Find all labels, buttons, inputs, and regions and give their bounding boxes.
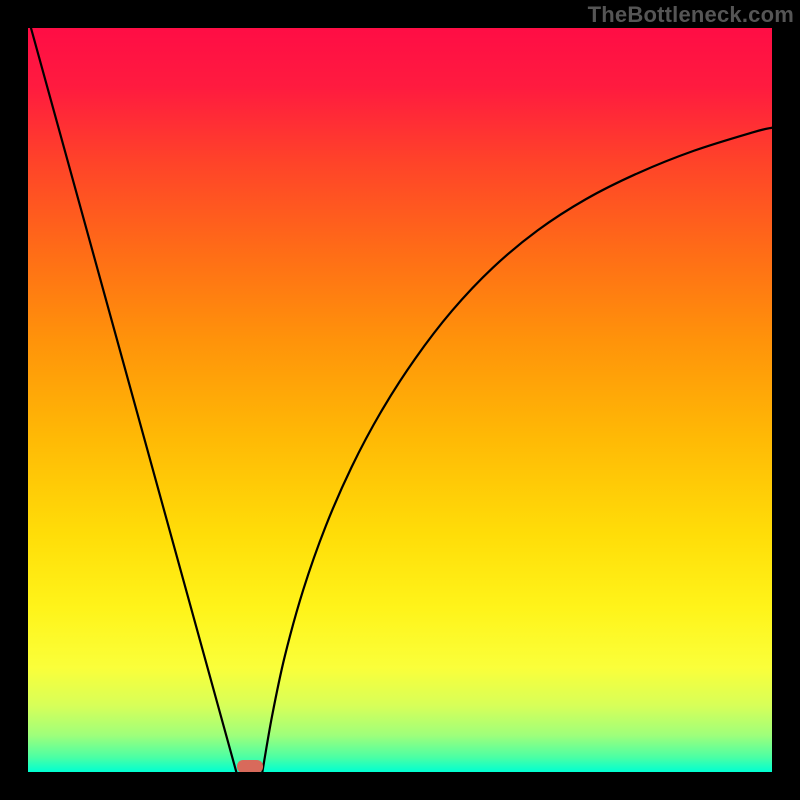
- plot-area: [28, 28, 772, 772]
- plot-svg: [28, 28, 772, 772]
- optimal-marker: [237, 760, 263, 773]
- chart-frame: TheBottleneck.com: [0, 0, 800, 800]
- gradient-background: [28, 28, 772, 772]
- watermark-text: TheBottleneck.com: [588, 2, 794, 28]
